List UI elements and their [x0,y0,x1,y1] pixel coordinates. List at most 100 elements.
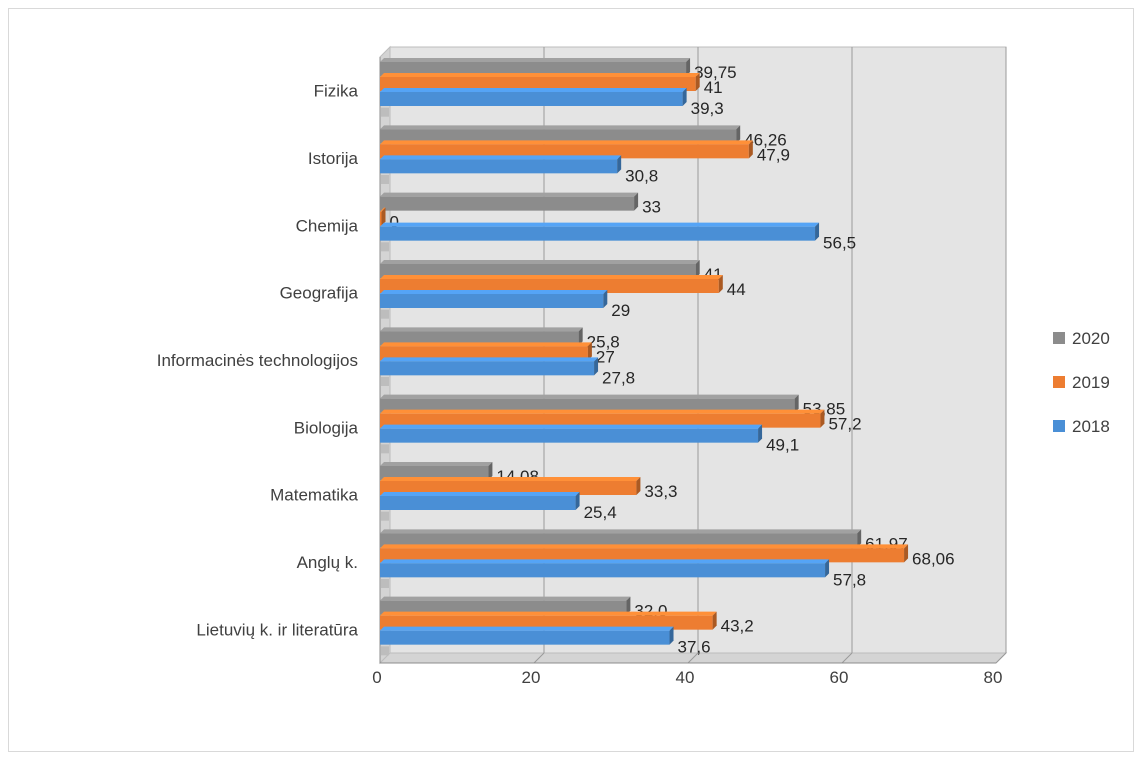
bar-2019 [380,346,588,361]
bar-top-face [380,596,631,601]
bar-2020 [380,129,737,144]
bar-2019 [380,144,749,159]
bar-end-face [904,544,909,563]
bar-end-face [575,492,580,510]
category-separator [381,107,389,117]
bar-top-face [380,207,386,212]
bar-end-face [695,260,700,278]
x-tick-label: 0 [372,668,381,687]
bar-end-face [695,73,700,91]
data-label: 57,8 [833,570,866,589]
bar-2018 [380,92,683,106]
bar-end-face [736,125,741,144]
legend-label: 2019 [1072,373,1110,392]
bar-2018 [380,361,595,376]
bar-end-face [587,342,592,361]
legend-label: 2020 [1072,329,1110,348]
category-separator [381,309,389,319]
bar-2020 [380,264,696,278]
bar-top-face [380,73,700,77]
category-separator [381,511,389,521]
data-label: 25,4 [584,503,617,522]
category-separator [381,646,389,656]
bar-end-face [718,275,723,293]
bar-top-face [380,559,830,564]
bar-top-face [380,394,799,399]
bar-end-face [815,222,820,241]
bar-top-face [380,626,674,631]
x-tick-label: 40 [676,668,695,687]
category-separator [381,444,389,454]
bar-top-face [380,544,909,549]
bar-top-face [380,529,862,534]
bar-end-face [634,192,639,211]
bar-end-face [381,207,386,226]
bar-end-face [857,529,862,548]
category-label: Geografija [280,284,359,303]
legend-label: 2018 [1072,417,1110,436]
bar-2020 [380,62,687,76]
bar-end-face [669,626,674,645]
bar-top-face [380,275,723,279]
data-label: 37,6 [678,638,711,657]
x-tick-label: 60 [830,668,849,687]
bar-top-face [380,260,700,264]
data-label: 30,8 [625,166,658,185]
data-label: 47,9 [757,145,790,164]
data-label: 44 [727,280,746,299]
bar-end-face [758,424,763,443]
bar-end-face [617,155,622,174]
bar-2020 [380,196,635,211]
data-label: 41 [704,78,723,97]
bar-2020 [380,600,627,615]
legend-swatch [1053,332,1065,344]
gridline-floor [995,652,1007,664]
bar-2018 [380,630,670,645]
bar-top-face [380,611,717,616]
bar-end-face [820,409,825,428]
bar-2019 [380,615,713,630]
bar-2019 [380,413,821,428]
data-label: 27 [596,347,615,366]
category-separator [381,377,389,386]
bar-2020 [380,466,489,480]
category-separator [381,175,389,184]
x-tick-label: 20 [522,668,541,687]
data-label: 46,26 [744,130,787,149]
bar-end-face [594,357,599,376]
data-label: 39,75 [694,63,737,82]
data-label: 57,2 [828,415,861,434]
bar-top-face [380,357,599,362]
bar-end-face [682,88,687,106]
bar-top-face [380,290,608,294]
data-label: 43,2 [721,617,754,636]
bar-2019 [380,548,905,563]
bar-2020 [380,533,858,548]
bar-end-face [825,559,830,578]
category-label: Istorija [308,149,359,168]
bar-top-face [380,222,820,227]
bar-end-face [686,58,691,76]
category-label: Chemija [296,216,359,235]
bar-end-face [712,611,717,630]
bar-end-face [603,290,608,308]
bar-2018 [380,428,759,443]
gridline-floor [841,652,853,664]
bar-2019 [380,279,719,293]
bar-top-face [380,125,741,130]
bar-2019 [380,481,637,495]
bar-top-face [380,424,763,429]
category-label: Fizika [314,82,359,101]
category-label: Lietuvių k. ir literatūra [196,620,358,639]
category-separator [381,579,389,588]
bar-2018 [380,226,816,241]
bar-2018 [380,159,618,174]
bar-top-face [380,492,580,496]
bar-2020 [380,398,795,413]
bar-end-face [488,462,493,480]
bar-top-face [380,140,753,145]
category-label: Anglų k. [297,553,358,572]
data-label: 39,3 [691,99,724,118]
bar-end-face [578,327,583,346]
